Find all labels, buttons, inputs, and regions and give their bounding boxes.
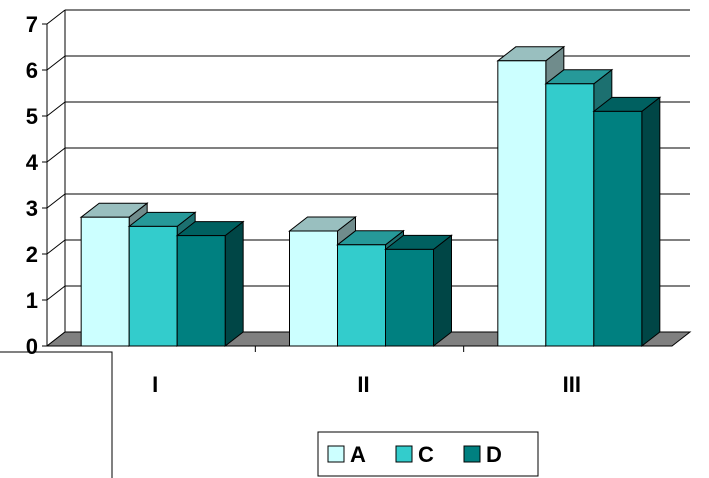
y-axis-ticks: 0 1 2 3 4 5 6 7 bbox=[26, 12, 47, 359]
y-tick-label: 7 bbox=[26, 12, 38, 37]
legend-label-D: D bbox=[486, 442, 502, 467]
bar-side-D bbox=[641, 96, 661, 348]
legend-swatch-D bbox=[463, 445, 481, 463]
bar-side-D bbox=[224, 220, 244, 348]
gridline-depth bbox=[46, 55, 66, 71]
legend-swatch-A bbox=[327, 445, 345, 463]
bars bbox=[79, 45, 662, 348]
gridline-depth bbox=[46, 147, 66, 163]
y-tick-label: 2 bbox=[26, 242, 38, 267]
y-tick-label: 0 bbox=[26, 334, 38, 359]
y-tick-label: 3 bbox=[26, 196, 38, 221]
gridline-depth bbox=[46, 285, 66, 301]
y-tick-label: 6 bbox=[26, 58, 38, 83]
bar-side-D bbox=[433, 234, 452, 348]
gridline-depth bbox=[46, 193, 66, 209]
gridline-depth bbox=[46, 239, 66, 255]
legend-swatch-C bbox=[395, 445, 413, 463]
x-tick-label: II bbox=[357, 372, 369, 397]
plot-area-frame bbox=[0, 351, 113, 478]
legend-label-C: C bbox=[418, 442, 434, 467]
bar-D bbox=[385, 248, 434, 347]
legend-box bbox=[317, 431, 539, 477]
bar-D bbox=[176, 235, 226, 347]
bar-C bbox=[128, 225, 178, 347]
bar-A bbox=[80, 216, 130, 347]
gridline-depth bbox=[46, 9, 66, 25]
chart-walls bbox=[46, 10, 66, 346]
bar-A bbox=[497, 60, 547, 347]
bar-C bbox=[545, 83, 595, 347]
y-tick-label: 1 bbox=[26, 288, 38, 313]
bar-C bbox=[337, 244, 386, 347]
legend-label-A: A bbox=[350, 442, 366, 467]
bar-D bbox=[593, 110, 643, 347]
y-tick-label: 4 bbox=[26, 150, 39, 175]
x-tick-label: III bbox=[563, 372, 581, 397]
x-axis-ticks: I II III bbox=[152, 346, 581, 397]
y-tick-label: 5 bbox=[26, 104, 38, 129]
x-tick-label: I bbox=[152, 372, 158, 397]
bar-A bbox=[289, 230, 338, 347]
plot-area-border bbox=[0, 351, 113, 478]
gridline-depth bbox=[46, 101, 66, 117]
